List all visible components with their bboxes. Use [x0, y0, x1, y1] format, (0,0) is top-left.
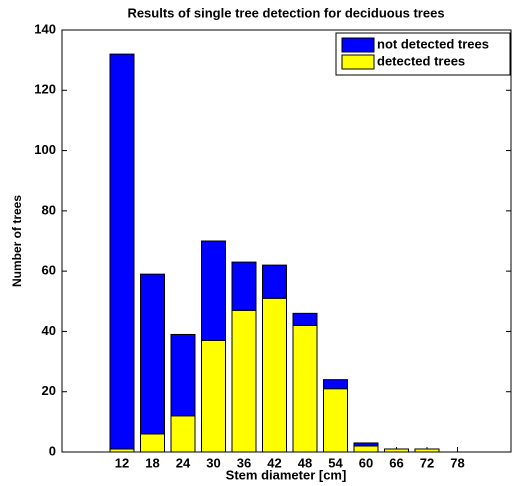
x-tick-label: 54: [328, 455, 343, 470]
bar-segment: [170, 415, 196, 453]
bar-segment: [353, 442, 379, 447]
y-tick-label: 120: [34, 82, 56, 97]
bar-segment: [262, 297, 287, 453]
y-tick-label: 100: [34, 142, 56, 157]
x-tick-label: 66: [389, 455, 403, 470]
bar-segment: [323, 388, 348, 453]
x-tick-label: 12: [115, 455, 129, 470]
x-tick-label: 18: [145, 455, 159, 470]
x-tick-label: 42: [267, 455, 281, 470]
x-axis-label: Stem diameter [cm]: [226, 467, 347, 482]
legend-label: detected trees: [377, 53, 465, 68]
x-tick-label: 24: [176, 455, 191, 470]
y-axis-label: Number of trees: [10, 195, 24, 287]
x-tick-label: 30: [206, 455, 220, 470]
bar-segment: [292, 324, 318, 453]
chart-title: Results of single tree detection for dec…: [127, 5, 444, 20]
bar-segment: [109, 53, 135, 450]
y-tick-label: 140: [34, 21, 56, 36]
bar-segment: [201, 240, 226, 341]
y-tick-label: 20: [42, 383, 56, 398]
legend-swatch: [341, 54, 375, 70]
legend-label: not detected trees: [377, 36, 489, 51]
y-tick-label: 0: [49, 443, 56, 458]
bar-segment: [231, 309, 257, 453]
x-tick-label: 48: [298, 455, 312, 470]
bar-segment: [414, 448, 440, 453]
x-tick-label: 60: [359, 455, 373, 470]
bar-segment: [384, 448, 409, 453]
bar-segment: [170, 333, 196, 417]
bar-segment: [140, 273, 165, 435]
x-tick-label: 72: [420, 455, 434, 470]
bar-segment: [140, 433, 165, 453]
bar-segment: [231, 261, 257, 311]
x-tick-label: 78: [450, 455, 464, 470]
x-tick-label: 36: [237, 455, 251, 470]
y-tick-label: 40: [42, 323, 56, 338]
bar-segment: [353, 445, 379, 453]
legend-swatch: [341, 37, 375, 53]
y-tick-label: 60: [42, 263, 56, 278]
y-tick-label: 80: [42, 202, 56, 217]
bar-segment: [292, 312, 318, 326]
bar-segment: [201, 339, 226, 453]
bar-segment: [262, 264, 287, 299]
bar-segment: [323, 379, 348, 390]
